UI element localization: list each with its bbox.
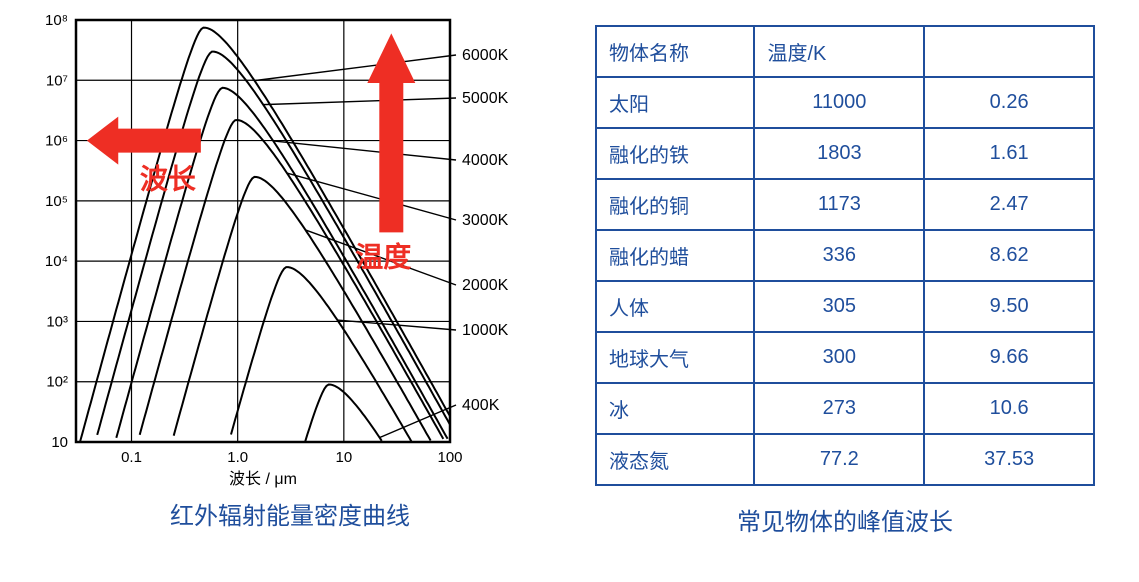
svg-text:波长 / μm: 波长 / μm (229, 470, 297, 488)
cell-name: 融化的蜡 (596, 230, 754, 281)
cell-name: 冰 (596, 383, 754, 434)
cell-temp: 273 (754, 383, 924, 434)
svg-text:10³: 10³ (46, 313, 68, 330)
svg-text:5000K: 5000K (462, 90, 509, 107)
planck-chart: 0.1 1.0 10 100 10 10² 10³ 10⁴ 10⁵ 10⁶ 10⁷ 10⁸ 波长 / μ… (20, 10, 540, 490)
svg-text:波长: 波长 (140, 164, 196, 195)
cell-name: 太阳 (596, 77, 754, 128)
cell-wave: 9.50 (924, 281, 1094, 332)
svg-text:100: 100 (437, 449, 462, 466)
table-panel: 物体名称 温度/K 太阳110000.26融化的铁18031.61融化的铜117… (560, 0, 1120, 537)
svg-text:10⁶: 10⁶ (45, 133, 68, 150)
table-row: 融化的蜡3368.62 (596, 230, 1094, 281)
svg-text:温度: 温度 (355, 241, 411, 272)
svg-text:4000K: 4000K (462, 152, 509, 169)
table-row: 人体3059.50 (596, 281, 1094, 332)
peak-wavelength-table: 物体名称 温度/K 太阳110000.26融化的铁18031.61融化的铜117… (595, 25, 1095, 486)
table-row: 融化的铁18031.61 (596, 128, 1094, 179)
svg-text:10⁸: 10⁸ (45, 12, 68, 29)
svg-text:3000K: 3000K (462, 212, 509, 229)
cell-temp: 77.2 (754, 434, 924, 485)
svg-text:10⁴: 10⁴ (45, 253, 68, 270)
cell-wave: 0.26 (924, 77, 1094, 128)
cell-temp: 11000 (754, 77, 924, 128)
cell-temp: 305 (754, 281, 924, 332)
chart-wrap: 0.1 1.0 10 100 10 10² 10³ 10⁴ 10⁵ 10⁶ 10⁷ 10⁸ 波长 / μ… (20, 10, 540, 490)
table-row: 冰27310.6 (596, 383, 1094, 434)
svg-text:10: 10 (335, 449, 352, 466)
svg-text:10⁷: 10⁷ (46, 72, 68, 89)
svg-text:10²: 10² (46, 374, 68, 391)
svg-text:1000K: 1000K (462, 322, 509, 339)
chart-panel: 0.1 1.0 10 100 10 10² 10³ 10⁴ 10⁵ 10⁶ 10⁷ 10⁸ 波长 / μ… (0, 0, 560, 531)
chart-caption: 红外辐射能量密度曲线 (20, 496, 560, 531)
cell-name: 融化的铁 (596, 128, 754, 179)
cell-temp: 300 (754, 332, 924, 383)
svg-text:400K: 400K (462, 397, 500, 414)
svg-text:0.1: 0.1 (121, 449, 142, 466)
col-wave (924, 26, 1094, 77)
cell-name: 液态氮 (596, 434, 754, 485)
table-row: 融化的铜11732.47 (596, 179, 1094, 230)
svg-text:10⁵: 10⁵ (45, 193, 68, 210)
cell-wave: 37.53 (924, 434, 1094, 485)
table-caption: 常见物体的峰值波长 (590, 502, 1100, 537)
cell-wave: 10.6 (924, 383, 1094, 434)
cell-name: 地球大气 (596, 332, 754, 383)
col-temp: 温度/K (754, 26, 924, 77)
svg-text:6000K: 6000K (462, 47, 509, 64)
cell-name: 人体 (596, 281, 754, 332)
cell-temp: 336 (754, 230, 924, 281)
cell-wave: 1.61 (924, 128, 1094, 179)
cell-wave: 9.66 (924, 332, 1094, 383)
svg-text:1.0: 1.0 (227, 449, 248, 466)
table-header-row: 物体名称 温度/K (596, 26, 1094, 77)
svg-text:10: 10 (51, 434, 68, 451)
cell-wave: 2.47 (924, 179, 1094, 230)
table-row: 太阳110000.26 (596, 77, 1094, 128)
svg-text:2000K: 2000K (462, 277, 509, 294)
cell-name: 融化的铜 (596, 179, 754, 230)
cell-temp: 1173 (754, 179, 924, 230)
col-name: 物体名称 (596, 26, 754, 77)
cell-wave: 8.62 (924, 230, 1094, 281)
table-row: 地球大气3009.66 (596, 332, 1094, 383)
table-row: 液态氮77.237.53 (596, 434, 1094, 485)
cell-temp: 1803 (754, 128, 924, 179)
